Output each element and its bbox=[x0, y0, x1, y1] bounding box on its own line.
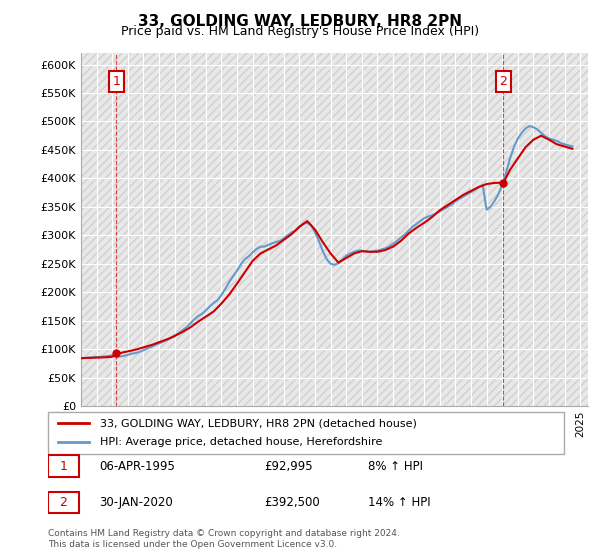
Text: 1: 1 bbox=[59, 460, 67, 473]
Text: 06-APR-1995: 06-APR-1995 bbox=[100, 460, 175, 473]
FancyBboxPatch shape bbox=[48, 492, 79, 514]
Text: £92,995: £92,995 bbox=[265, 460, 313, 473]
Text: 1: 1 bbox=[112, 75, 121, 88]
Text: 30-JAN-2020: 30-JAN-2020 bbox=[100, 496, 173, 509]
Text: 2: 2 bbox=[500, 75, 508, 88]
FancyBboxPatch shape bbox=[48, 455, 79, 477]
Text: 2: 2 bbox=[59, 496, 67, 509]
Text: 33, GOLDING WAY, LEDBURY, HR8 2PN: 33, GOLDING WAY, LEDBURY, HR8 2PN bbox=[138, 14, 462, 29]
FancyBboxPatch shape bbox=[48, 412, 564, 454]
Text: Price paid vs. HM Land Registry's House Price Index (HPI): Price paid vs. HM Land Registry's House … bbox=[121, 25, 479, 38]
Text: Contains HM Land Registry data © Crown copyright and database right 2024.
This d: Contains HM Land Registry data © Crown c… bbox=[48, 529, 400, 549]
Text: 14% ↑ HPI: 14% ↑ HPI bbox=[368, 496, 431, 509]
Text: 8% ↑ HPI: 8% ↑ HPI bbox=[368, 460, 423, 473]
Text: 33, GOLDING WAY, LEDBURY, HR8 2PN (detached house): 33, GOLDING WAY, LEDBURY, HR8 2PN (detac… bbox=[100, 418, 416, 428]
Text: HPI: Average price, detached house, Herefordshire: HPI: Average price, detached house, Here… bbox=[100, 437, 382, 447]
Text: £392,500: £392,500 bbox=[265, 496, 320, 509]
